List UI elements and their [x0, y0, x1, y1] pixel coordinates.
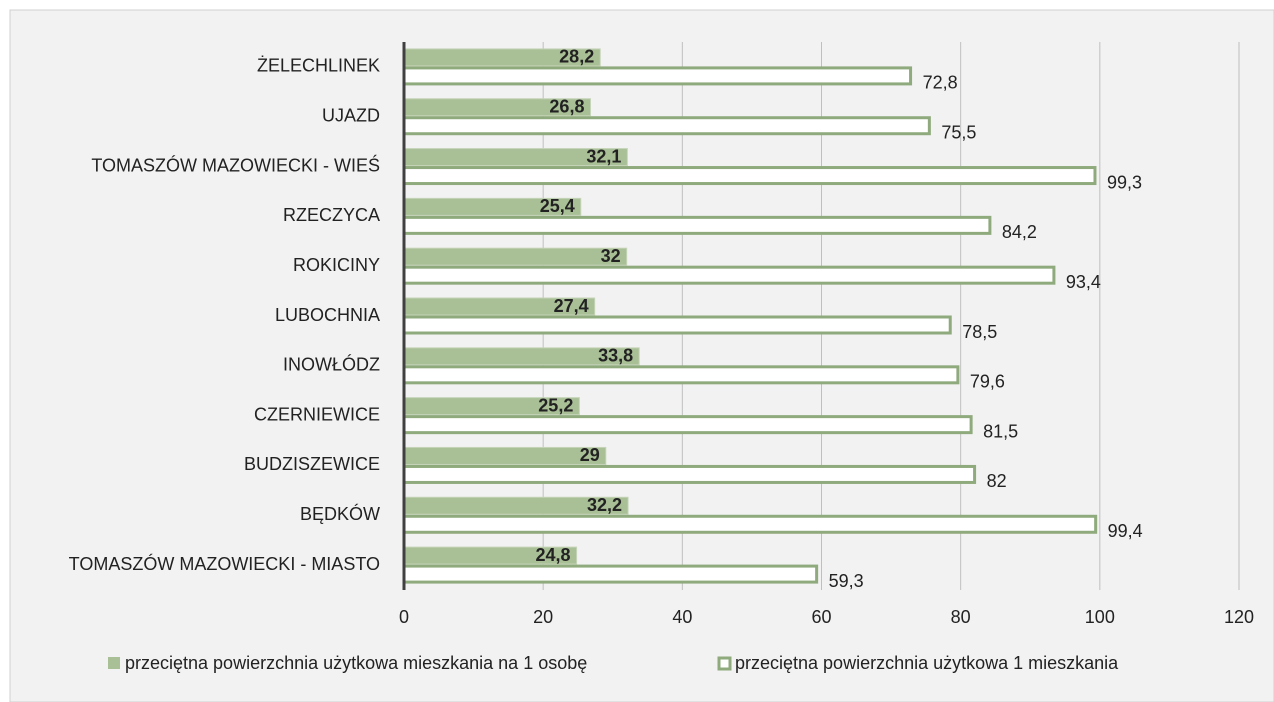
bar — [402, 564, 819, 584]
bar — [402, 116, 931, 136]
bar — [402, 464, 977, 484]
legend-label: przeciętna powierzchnia użytkowa mieszka… — [125, 653, 587, 673]
data-label: 25,2 — [538, 395, 573, 415]
x-tick-label: 60 — [811, 607, 831, 627]
data-label: 99,3 — [1107, 172, 1142, 192]
bar — [402, 166, 1097, 186]
y-tick-label: BĘDKÓW — [300, 503, 380, 524]
y-tick-label: RZECZYCA — [283, 205, 380, 225]
data-label: 32,2 — [587, 495, 622, 515]
data-label: 82 — [987, 471, 1007, 491]
y-tick-label: ŻELECHLINEK — [257, 56, 380, 76]
data-label: 81,5 — [983, 421, 1018, 441]
data-label: 28,2 — [559, 47, 594, 67]
data-label: 29 — [580, 445, 600, 465]
y-tick-label: BUDZISZEWICE — [244, 454, 380, 474]
legend-swatch — [108, 657, 120, 669]
bar — [403, 247, 628, 266]
data-label: 79,6 — [970, 372, 1005, 392]
y-tick-label: TOMASZÓW MAZOWIECKI - WIEŚ — [91, 154, 380, 175]
x-tick-label: 80 — [951, 607, 971, 627]
bar — [402, 415, 973, 435]
chart-background — [9, 9, 1274, 702]
data-label: 25,4 — [540, 196, 575, 216]
data-label: 84,2 — [1002, 222, 1037, 242]
data-label: 99,4 — [1108, 521, 1143, 541]
data-label: 75,5 — [941, 122, 976, 142]
bar — [403, 446, 607, 465]
x-tick-label: 20 — [533, 607, 553, 627]
data-label: 24,8 — [536, 545, 571, 565]
bar — [402, 265, 1056, 285]
legend-swatch — [717, 656, 732, 671]
data-label: 32,1 — [586, 146, 621, 166]
bar — [402, 215, 992, 235]
y-tick-label: CZERNIEWICE — [254, 404, 380, 424]
data-label: 27,4 — [554, 296, 589, 316]
data-label: 72,8 — [923, 73, 958, 93]
bar — [402, 365, 960, 385]
legend-label: przeciętna powierzchnia użytkowa 1 miesz… — [735, 653, 1119, 673]
data-label: 33,8 — [598, 346, 633, 366]
data-label: 59,3 — [829, 571, 864, 591]
y-tick-label: TOMASZÓW MAZOWIECKI - MIASTO — [69, 553, 380, 574]
y-tick-label: INOWŁÓDZ — [283, 354, 380, 375]
data-label: 93,4 — [1066, 272, 1101, 292]
y-tick-label: LUBOCHNIA — [275, 305, 380, 325]
x-tick-label: 40 — [672, 607, 692, 627]
y-tick-label: ROKICINY — [293, 255, 380, 275]
y-tick-label: UJAZD — [322, 105, 380, 125]
bar — [402, 66, 913, 86]
data-label: 32 — [601, 246, 621, 266]
x-tick-label: 0 — [399, 607, 409, 627]
data-label: 26,8 — [549, 96, 584, 116]
x-tick-label: 100 — [1085, 607, 1115, 627]
data-label: 78,5 — [962, 322, 997, 342]
x-tick-label: 120 — [1224, 607, 1254, 627]
bar — [402, 514, 1098, 534]
bar — [402, 315, 952, 335]
